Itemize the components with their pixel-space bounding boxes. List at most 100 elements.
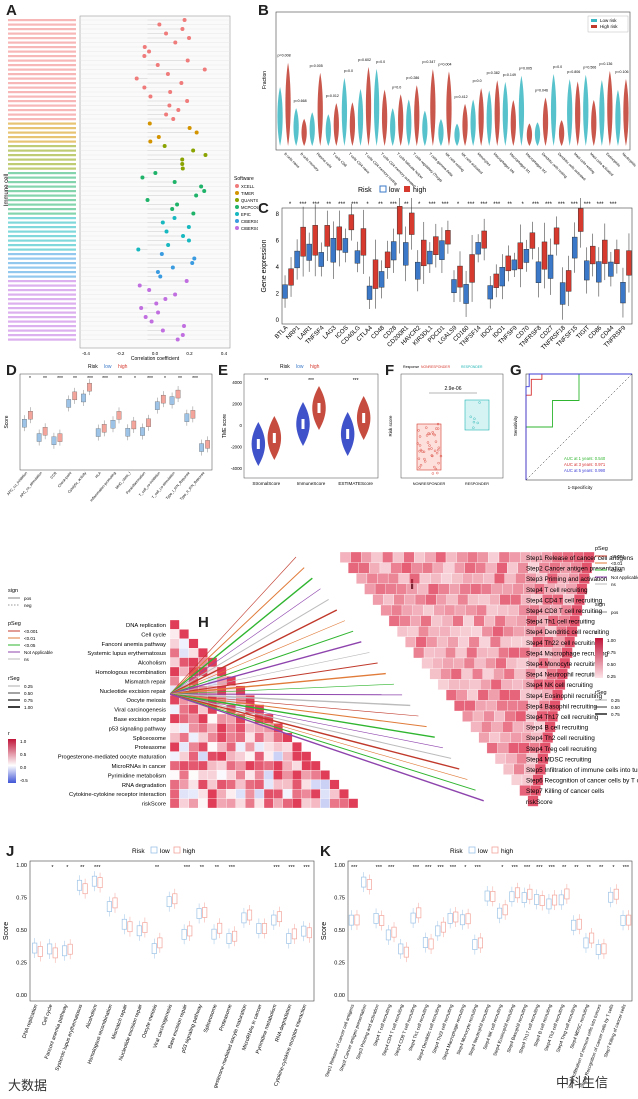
panel-c-box	[403, 242, 409, 266]
panel-e-inner-box	[346, 429, 350, 439]
svgK-box	[354, 914, 360, 926]
panel-i-cell	[472, 710, 484, 722]
panel-i-cell	[422, 562, 434, 574]
panel-i-cell	[364, 583, 376, 595]
svgK-box	[576, 918, 582, 930]
panel-e-ytick: 2000	[232, 402, 242, 407]
panel-i-cell	[494, 753, 506, 765]
panel-i-cell	[472, 573, 484, 584]
panel-i-cell	[511, 636, 523, 648]
panel-a-point	[190, 261, 195, 265]
panel-i-cell	[507, 700, 519, 712]
panel-c-sig: ***	[351, 202, 359, 208]
panel-f-point	[430, 447, 433, 450]
svgJ-box	[91, 875, 98, 887]
svgK-sig: ***	[388, 865, 395, 871]
panel-c-box	[602, 239, 608, 264]
panel-b-violin-low	[470, 99, 476, 146]
svgK-sig: ***	[437, 865, 444, 871]
svgK-sig: **	[562, 865, 567, 871]
panel-b-violin-low	[534, 122, 541, 146]
panel-c-box	[596, 261, 602, 283]
panel-d-box	[95, 428, 101, 437]
panel-h-row-label: Oocyte meiosis	[126, 698, 166, 704]
panel-d-box	[140, 427, 145, 436]
panel-i-cell	[467, 594, 479, 606]
panel-i-cell	[371, 551, 383, 563]
panel-f-point	[416, 442, 419, 445]
panel-i-link	[170, 693, 427, 728]
panel-a-row-label-stub	[8, 37, 76, 40]
panel-h-row-label: Spliceosome	[133, 736, 166, 742]
panel-i-cell	[505, 753, 517, 765]
panel-a-row-label-stub	[8, 50, 76, 53]
panel-c-box	[396, 206, 403, 235]
panel-e-risk-low: low	[296, 364, 304, 370]
panel-a-xtick: 0.2	[186, 351, 193, 356]
panel-a-point	[181, 234, 186, 238]
panel-b-violin-high	[623, 79, 629, 146]
panel-a-point	[182, 324, 187, 328]
svgJ-box	[62, 945, 68, 957]
panel-b-violin-low	[309, 112, 315, 146]
panel-d-category: HLA	[94, 471, 102, 479]
panel-d-sig: ***	[102, 376, 108, 382]
panel-h-row-label: Base excision repair	[114, 717, 166, 723]
panel-f-point	[418, 435, 422, 438]
panel-i-cell	[356, 573, 368, 584]
svgJ-box	[241, 912, 247, 924]
panel-d-sig: ***	[57, 376, 63, 382]
panel-f-point	[418, 450, 421, 453]
panel-e-risk-high: high	[310, 364, 320, 370]
svgK-box	[595, 944, 601, 955]
panel-label-k: K	[320, 843, 331, 860]
panel-i-cell	[509, 551, 521, 563]
panel-i-cell	[448, 679, 460, 690]
panel-a-row-label-stub	[8, 293, 76, 296]
panel-f-point	[434, 440, 438, 443]
panel-i-cell	[438, 583, 450, 595]
panel-b-risk-high-swatch	[404, 186, 410, 192]
panel-h-cell	[348, 798, 359, 809]
panel-h-row-label: Alcoholism	[138, 661, 166, 667]
svgJ-box	[246, 909, 253, 921]
panel-i-cell	[492, 626, 504, 637]
panel-i-cell	[447, 636, 459, 648]
panel-h-legend-sign: sign	[8, 588, 18, 594]
panel-i-cell	[423, 647, 435, 659]
panel-d-box	[28, 411, 33, 420]
panel-i-cell	[476, 647, 488, 659]
panel-i-cell	[361, 551, 372, 563]
svgK-box	[373, 913, 379, 924]
panel-b-violin-low	[390, 108, 396, 146]
panel-i-cell	[498, 689, 510, 701]
panel-i-cell	[413, 647, 425, 659]
panel-a-row-label-stub	[8, 284, 76, 287]
panel-e-inner-box	[256, 439, 260, 449]
panel-h-row-label: Systemic lupus erythematosus	[87, 651, 166, 657]
panel-a-row-label-stub	[8, 266, 76, 269]
panel-a-point	[160, 328, 165, 333]
panel-i-row-label: Step4 Th1 cell recruiting	[526, 619, 595, 626]
panel-i-cell	[502, 721, 514, 733]
panel-c-sig: *	[457, 202, 460, 208]
panel-a-legend-label: TIMER	[241, 191, 254, 196]
panel-i-row-label: riskScore	[526, 799, 553, 806]
panel-f-point	[419, 448, 423, 452]
panel-b-risk-low: low	[389, 187, 400, 194]
panel-b-legend-swatch	[591, 19, 597, 22]
panel-c-sig: ***	[584, 202, 592, 208]
svgK-box	[564, 888, 570, 900]
svgK-box	[589, 932, 595, 944]
panel-c-sig: ***	[338, 202, 346, 208]
panel-c-box	[288, 268, 294, 286]
panel-i-link	[170, 567, 305, 695]
panel-i-rseg-label: 0.50	[611, 705, 620, 710]
panel-i-cell	[452, 615, 464, 627]
panel-c-box	[590, 245, 596, 265]
panel-e-ytick: 0	[240, 423, 243, 428]
panel-a-point	[184, 279, 189, 283]
panel-c-box	[451, 279, 457, 293]
